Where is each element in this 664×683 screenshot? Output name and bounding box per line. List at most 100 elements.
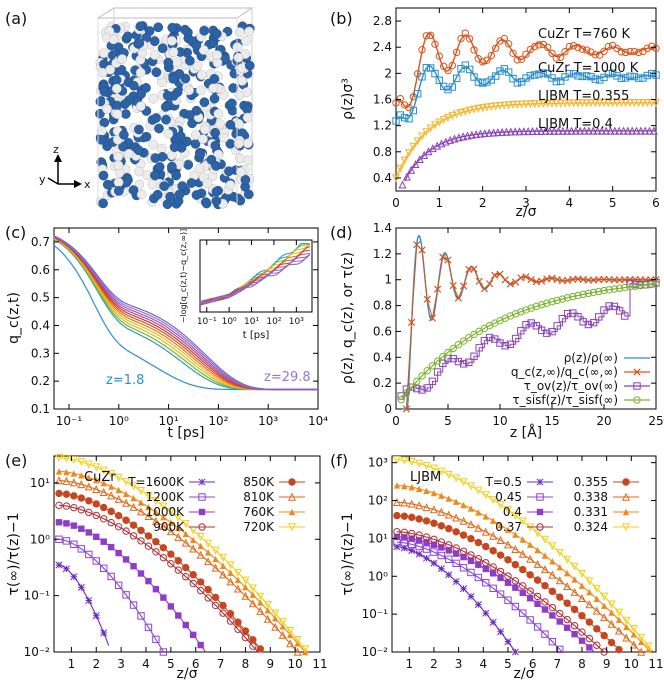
- data-point-e: [263, 614, 272, 623]
- legend-f-label: 0.355: [574, 475, 608, 489]
- data-point-f: [614, 608, 623, 617]
- x-axis-label-b: z/σ: [516, 204, 537, 220]
- data-point-d-tauov: [470, 352, 478, 360]
- data-point-b: [519, 127, 528, 136]
- data-point-b: [628, 126, 637, 135]
- data-point-d-tausisf: [615, 284, 624, 292]
- data-point-b: [591, 99, 600, 108]
- data-point-d-tauov: [615, 307, 624, 315]
- data-point-e: [181, 538, 190, 547]
- data-point-e: [129, 502, 138, 511]
- b-ytick-label: 2.4: [373, 40, 392, 54]
- panel-b-label: (b): [330, 9, 353, 28]
- data-point-e: [107, 572, 115, 581]
- data-point-f: [408, 529, 416, 538]
- series-line-f: [396, 546, 516, 653]
- data-point-f: [392, 497, 401, 506]
- data-point-e: [174, 532, 183, 541]
- c-ytick-label: 0.6: [31, 263, 50, 277]
- data-point-d-tausisf: [563, 294, 572, 302]
- data-point-b: [626, 47, 634, 56]
- data-point-e: [286, 639, 295, 648]
- data-point-f: [437, 551, 446, 560]
- data-point-e: [152, 508, 160, 516]
- data-point-b: [643, 99, 652, 108]
- data-point-b: [478, 79, 487, 87]
- data-point-e: [279, 623, 286, 630]
- panel-c: (c) 10⁻¹ 10⁰ 10¹ 10² 10³ 10⁴ 0.10.20.30.40.50…: [5, 223, 328, 441]
- data-point-b: [560, 99, 570, 108]
- data-point-b: [448, 112, 457, 121]
- data-point-d-tauov: [605, 302, 613, 310]
- data-point-e: [114, 511, 123, 520]
- data-point-e: [219, 562, 227, 569]
- data-point-b: [641, 126, 650, 135]
- atom: [96, 134, 106, 145]
- data-point-b: [545, 126, 554, 135]
- data-point-f: [482, 565, 489, 573]
- data-point-b: [587, 72, 595, 81]
- data-point-d-tauov: [558, 314, 567, 323]
- data-point-f: [540, 565, 549, 574]
- x-axis-label-f: z/σ: [514, 666, 535, 682]
- data-point-b: [643, 44, 652, 53]
- data-point-f: [637, 638, 645, 645]
- data-point-f: [475, 561, 482, 568]
- data-point-b: [413, 90, 422, 98]
- data-point-e: [70, 492, 78, 500]
- data-point-f: [586, 589, 593, 596]
- data-point-f: [474, 573, 483, 582]
- data-point-e: [151, 516, 160, 525]
- data-point-e: [278, 618, 287, 627]
- data-point-e: [189, 579, 197, 588]
- atom: [147, 179, 158, 190]
- data-point-d-tausisf: [517, 308, 525, 316]
- data-point-b: [591, 51, 600, 59]
- data-point-e: [212, 555, 219, 563]
- data-point-f: [400, 498, 409, 507]
- data-point-e: [256, 606, 265, 615]
- data-point-f: [570, 587, 579, 596]
- f-xtick-label: 6: [529, 657, 537, 671]
- c-inset-xtick-label: 10²: [266, 317, 281, 327]
- c-ytick-label: 0.5: [31, 291, 50, 305]
- data-point-e: [271, 609, 280, 618]
- data-point-b: [617, 99, 626, 108]
- f-ytick-label: 10²: [368, 494, 388, 508]
- atom: [150, 153, 161, 163]
- atom: [174, 189, 185, 200]
- data-point-b: [532, 126, 541, 135]
- atom: [167, 22, 178, 33]
- data-point-b: [617, 48, 626, 56]
- axis-z-label: z: [53, 143, 59, 156]
- data-point-d-tauov: [491, 335, 499, 343]
- atom: [242, 138, 253, 149]
- f-xtick-label: 7: [553, 657, 561, 671]
- data-point-e: [62, 537, 71, 545]
- legend-e-marker: [198, 523, 206, 531]
- x-ticks-e: 1 2 3 4 5 6 7 8 9 10 11: [68, 456, 328, 671]
- atom: [148, 139, 159, 150]
- data-point-e: [242, 584, 249, 591]
- data-point-e: [137, 537, 145, 545]
- series-line-e: [58, 538, 164, 653]
- data-point-d-tausisf: [449, 344, 457, 353]
- data-point-b: [418, 73, 426, 81]
- data-point-e: [189, 571, 197, 579]
- data-point-f: [393, 511, 401, 520]
- data-point-e: [301, 645, 310, 654]
- data-point-b: [552, 99, 561, 108]
- data-point-b: [513, 79, 522, 87]
- legend-d-label: ρ(z)/ρ(∞): [564, 351, 618, 365]
- data-point-b: [411, 159, 420, 168]
- atom: [133, 145, 144, 156]
- data-point-b: [595, 51, 604, 59]
- data-point-b: [534, 99, 544, 108]
- data-point-e: [248, 599, 257, 608]
- data-point-b: [608, 99, 617, 108]
- data-point-f: [445, 571, 453, 579]
- data-point-e: [204, 539, 213, 548]
- f-ytick-label: 10⁰: [368, 569, 388, 583]
- atom: [199, 25, 210, 36]
- legend-d-marker: [633, 368, 641, 376]
